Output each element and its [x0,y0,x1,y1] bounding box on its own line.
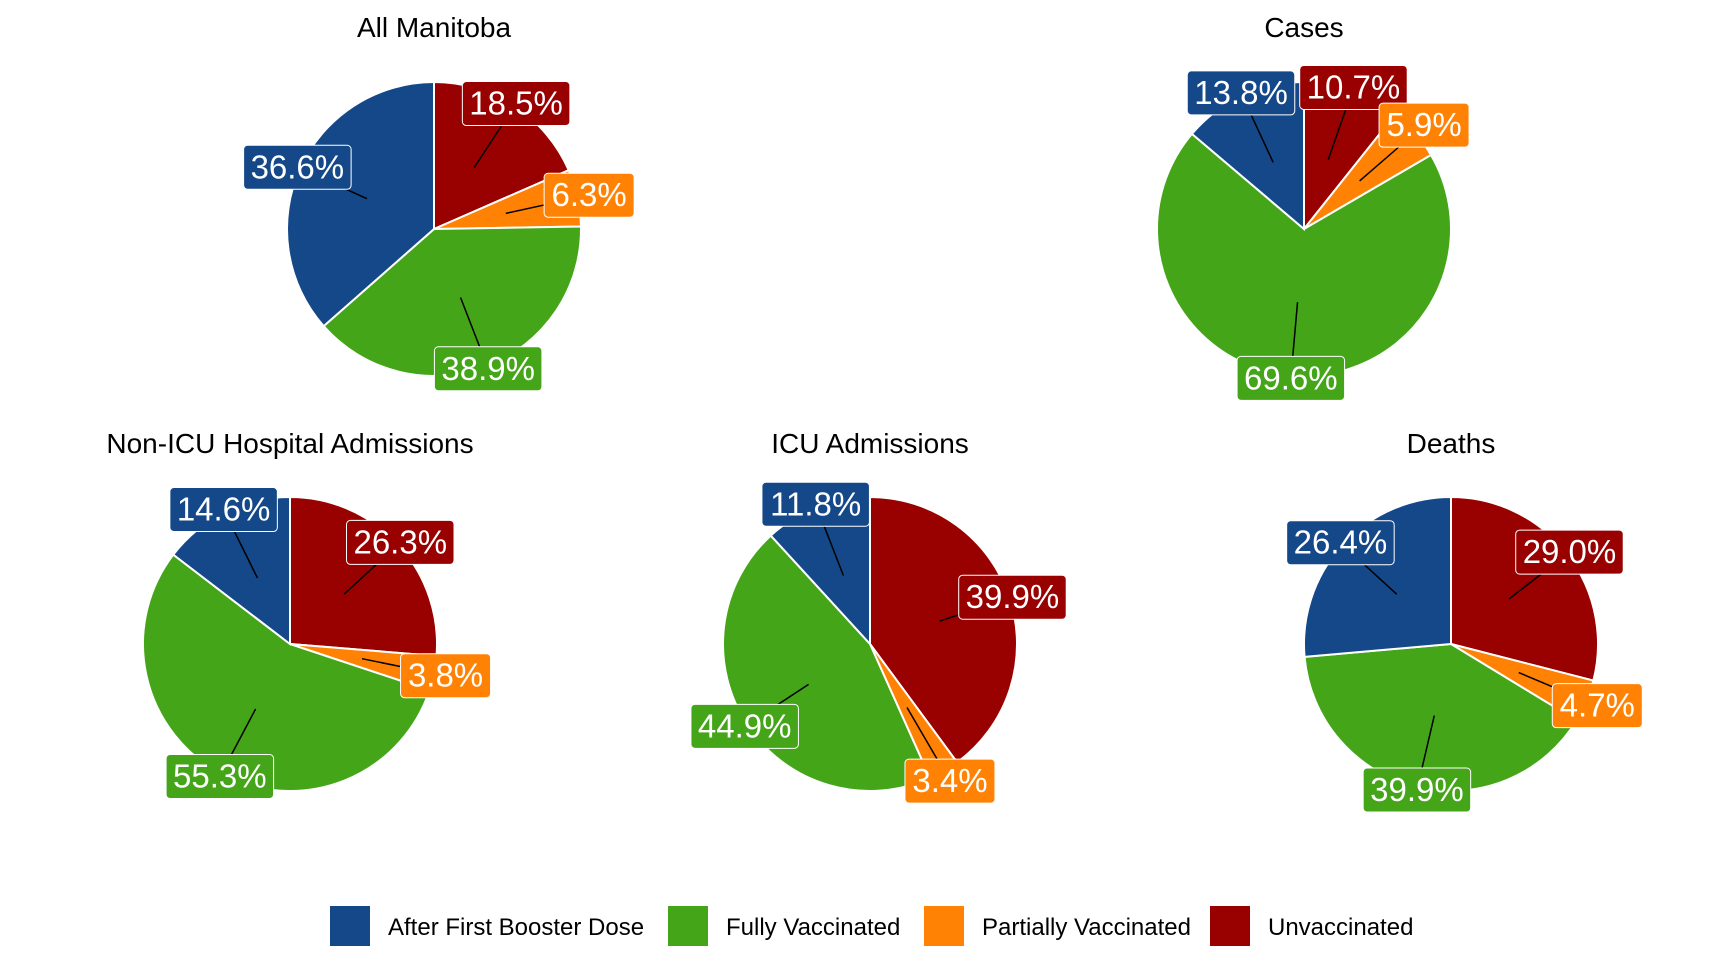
data-label-text: 39.9% [966,578,1060,615]
pie-panel-deaths: Deaths 29.0% 4.7% 39.9% 26.4% [1286,428,1643,813]
pie-labels: 39.9% 3.4% 44.9% 11.8% [690,481,1067,804]
legend-label: Unvaccinated [1268,914,1413,941]
legend-key [1210,906,1250,946]
data-label-text: 10.7% [1307,68,1401,105]
data-label-box [1236,355,1346,401]
data-label-text: 11.8% [770,485,861,522]
data-label-text: 44.9% [698,707,792,744]
data-label-text: 4.7% [1560,687,1635,724]
panel-title: Cases [1264,12,1343,43]
data-label-text: 26.4% [1294,524,1388,561]
data-label-box [690,703,799,749]
data-label-box [1186,70,1296,116]
panel-title: ICU Admissions [771,428,969,459]
data-label-text: 55.3% [173,758,267,795]
data-label-text: 6.3% [552,176,627,213]
data-label-box [1551,683,1643,729]
data-label-text: 13.8% [1194,74,1288,111]
data-label-text: 3.4% [912,762,987,799]
panel-title: All Manitoba [357,12,512,43]
data-label-box [243,144,352,190]
legend-key [924,906,964,946]
legend-item-after-first-booster-dose: After First Booster Dose [330,906,644,946]
data-label-box [761,481,870,527]
legend-key [668,906,708,946]
legend-key [330,906,370,946]
pie-slices [722,495,1018,792]
data-label-box [346,519,455,565]
data-label-box [165,754,275,800]
data-label-box [433,346,543,392]
legend-item-partially-vaccinated: Partially Vaccinated [924,906,1191,946]
data-label-text: 5.9% [1386,106,1461,143]
panel-title: Non-ICU Hospital Admissions [106,428,473,459]
data-label-box [1378,102,1470,148]
pie-labels: 29.0% 4.7% 39.9% 26.4% [1286,520,1643,813]
pie-labels: 26.3% 3.8% 55.3% 14.6% [165,487,492,800]
data-label-text: 29.0% [1523,533,1617,570]
data-label-box [169,487,278,533]
data-label-text: 39.9% [1370,771,1464,808]
pie-slices [286,80,582,377]
pie-panel-all-manitoba: All Manitoba 18.5% 6.3% 38.9% 36.6% [243,12,635,392]
data-label-box [1362,767,1472,813]
data-label-text: 36.6% [251,148,345,185]
data-label-box [1286,520,1395,566]
panel-title: Deaths [1407,428,1496,459]
legend: After First Booster Dose Fully Vaccinated… [330,906,1413,946]
data-label-text: 69.6% [1244,359,1338,396]
data-label-box [1515,529,1624,575]
pie-labels: 18.5% 6.3% 38.9% 36.6% [243,81,635,392]
pie-panel-non-icu-hospital-admissions: Non-ICU Hospital Admissions 26.3% 3.8% 55.3… [106,428,492,800]
pie-labels: 10.7%5.9% 69.6% 13.8% [1186,64,1470,401]
data-label-box [904,758,996,804]
data-label-text: 26.3% [353,523,447,560]
legend-item-fully-vaccinated: Fully Vaccinated [668,906,900,946]
pie-panel-cases: Cases 10.7%5.9% 69.6% 13.8% [1156,12,1470,401]
pie-slices [1303,495,1599,792]
data-label-text: 18.5% [469,85,563,122]
data-label-text: 38.9% [441,350,535,387]
legend-label: Partially Vaccinated [982,914,1191,941]
data-label-box [400,653,492,699]
data-label-box [1299,64,1408,110]
legend-label: After First Booster Dose [388,914,644,941]
pie-panel-icu-admissions: ICU Admissions 39.9% 3.4% 44.9% 11.8% [690,428,1067,804]
data-label-text: 3.8% [408,657,483,694]
legend-item-unvaccinated: Unvaccinated [1210,906,1413,946]
data-label-text: 14.6% [177,491,271,528]
data-label-box [958,574,1067,620]
data-label-box [543,172,635,218]
chart-panels: All Manitoba 18.5% 6.3% 38.9% 36.6% Cases 10.7… [106,12,1643,813]
data-label-box [461,81,571,127]
legend-label: Fully Vaccinated [726,914,900,941]
